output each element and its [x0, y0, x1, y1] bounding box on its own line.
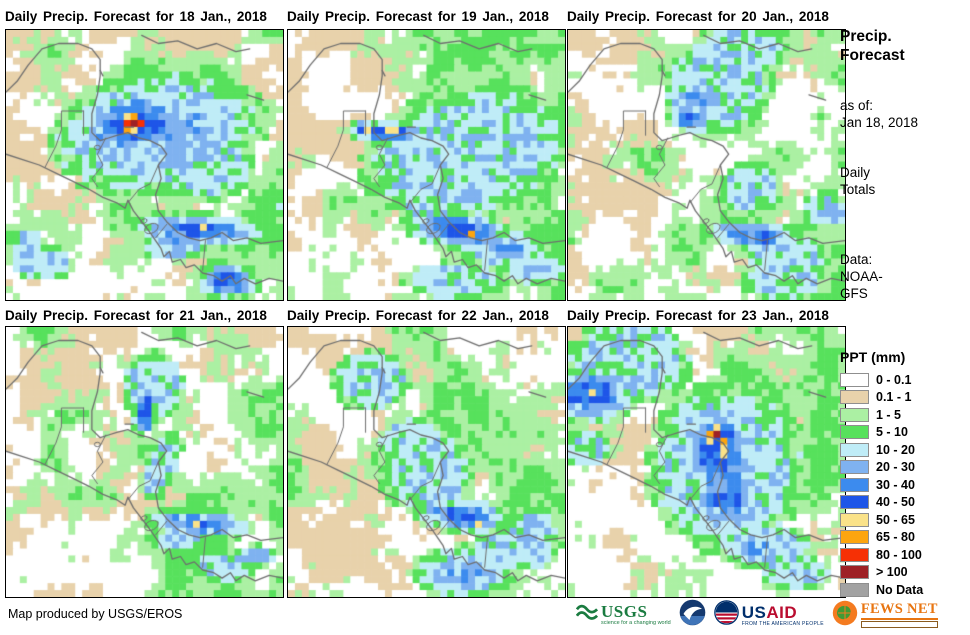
- legend-item: 20 - 30: [840, 459, 968, 477]
- legend-title: PPT (mm): [840, 349, 906, 365]
- precip-map-panel: [567, 29, 846, 301]
- precip-map-canvas: [568, 327, 845, 597]
- legend-item: 65 - 80: [840, 529, 968, 547]
- fewsnet-globe-icon: [832, 600, 858, 631]
- legend-item: No Data: [840, 581, 968, 599]
- panel-title: Daily Precip. Forecast for 22 Jan., 2018: [287, 308, 549, 323]
- legend-label: 0.1 - 1: [876, 390, 912, 405]
- legend-item: 80 - 100: [840, 546, 968, 564]
- usaid-tagline: FROM THE AMERICAN PEOPLE: [741, 620, 824, 627]
- legend-label: 0 - 0.1: [876, 372, 912, 387]
- legend-label: 50 - 65: [876, 512, 915, 527]
- panel-title: Daily Precip. Forecast for 19 Jan., 2018: [287, 9, 549, 24]
- precip-map-panel: [287, 326, 566, 598]
- legend-label: 1 - 5: [876, 407, 902, 422]
- totals-text: Daily Totals: [840, 165, 876, 197]
- legend-label: 80 - 100: [876, 547, 922, 562]
- usgs-wave-icon: [575, 602, 599, 629]
- legend-label: 65 - 80: [876, 530, 915, 545]
- panel-title: Daily Precip. Forecast for 21 Jan., 2018: [5, 308, 267, 323]
- legend-item: > 100: [840, 564, 968, 582]
- logo-usgs: USGS science for a changing world: [575, 602, 671, 629]
- legend-label: 40 - 50: [876, 495, 915, 510]
- logo-usaid: USAID FROM THE AMERICAN PEOPLE: [713, 600, 824, 630]
- legend-item: 50 - 65: [840, 511, 968, 529]
- legend-label: No Data: [876, 582, 924, 597]
- legend-swatch: [840, 460, 869, 475]
- as-of-text: as of: Jan 18, 2018: [840, 98, 919, 130]
- legend-swatch: [840, 477, 869, 492]
- fewsnet-wordmark: FEWS NET: [860, 602, 938, 620]
- legend-label: 20 - 30: [876, 460, 915, 475]
- precip-map-canvas: [6, 327, 283, 597]
- precip-map-canvas: [568, 30, 845, 300]
- legend-item: 0.1 - 1: [840, 389, 968, 407]
- precip-map-canvas: [6, 30, 283, 300]
- legend-item: 10 - 20: [840, 441, 968, 459]
- agency-logos: USGS science for a changing world: [575, 598, 938, 632]
- legend-item: 0 - 0.1: [840, 371, 968, 389]
- legend-swatch: [840, 512, 869, 527]
- legend-item: 5 - 10: [840, 424, 968, 442]
- legend-item: 40 - 50: [840, 494, 968, 512]
- precip-map-canvas: [288, 30, 565, 300]
- logo-noaa: [679, 599, 706, 631]
- precip-map-panel: [567, 326, 846, 598]
- precip-map-panel: [5, 29, 284, 301]
- legend-swatch: [840, 390, 869, 405]
- legend-swatch: [840, 495, 869, 510]
- precip-map-panel: [5, 326, 284, 598]
- legend-label: 10 - 20: [876, 442, 915, 457]
- panel-title: Daily Precip. Forecast for 23 Jan., 2018: [567, 308, 829, 323]
- legend-item: 1 - 5: [840, 406, 968, 424]
- panel-title: Daily Precip. Forecast for 18 Jan., 2018: [5, 9, 267, 24]
- data-source-text: Data: NOAA- GFS: [840, 252, 883, 301]
- legend-label: 5 - 10: [876, 425, 908, 440]
- logo-fewsnet: FEWS NET: [832, 600, 938, 631]
- legend-swatch: [840, 547, 869, 562]
- page-title: Precip. Forecast: [840, 28, 905, 64]
- legend-swatch: [840, 530, 869, 545]
- precip-map-panel: [287, 29, 566, 301]
- usgs-wordmark: USGS: [601, 602, 648, 622]
- legend-swatch: [840, 565, 869, 580]
- legend: 0 - 0.1 0.1 - 1 1 - 5 5 - 10 10 - 20 20 - 30 3…: [840, 371, 968, 599]
- legend-swatch: [840, 582, 869, 597]
- panel-title: Daily Precip. Forecast for 20 Jan., 2018: [567, 9, 829, 24]
- usaid-wordmark-us: US: [741, 602, 767, 622]
- usaid-emblem-icon: [713, 600, 739, 630]
- noaa-emblem-icon: [679, 599, 706, 631]
- credit-text: Map produced by USGS/EROS: [8, 607, 183, 621]
- precip-map-canvas: [288, 327, 565, 597]
- legend-label: 30 - 40: [876, 477, 915, 492]
- usaid-wordmark-aid: AID: [766, 602, 798, 622]
- legend-swatch: [840, 407, 869, 422]
- fewsnet-tagline-bar: [860, 620, 938, 628]
- usgs-tagline: science for a changing world: [601, 620, 671, 627]
- legend-swatch: [840, 425, 869, 440]
- sidebar: Precip. Forecast as of: Jan 18, 2018 Dai…: [840, 0, 968, 635]
- legend-swatch: [840, 442, 869, 457]
- legend-swatch: [840, 372, 869, 387]
- legend-label: > 100: [876, 565, 908, 580]
- legend-item: 30 - 40: [840, 476, 968, 494]
